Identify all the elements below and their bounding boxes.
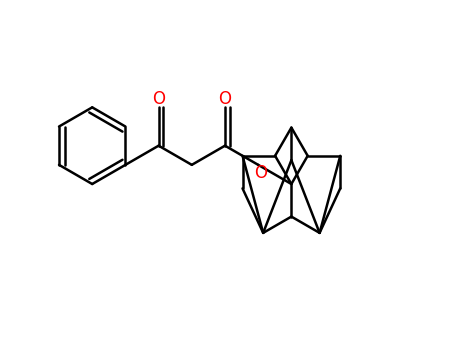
Text: O: O [218,90,232,108]
Text: O: O [152,90,165,108]
Text: O: O [254,164,267,182]
